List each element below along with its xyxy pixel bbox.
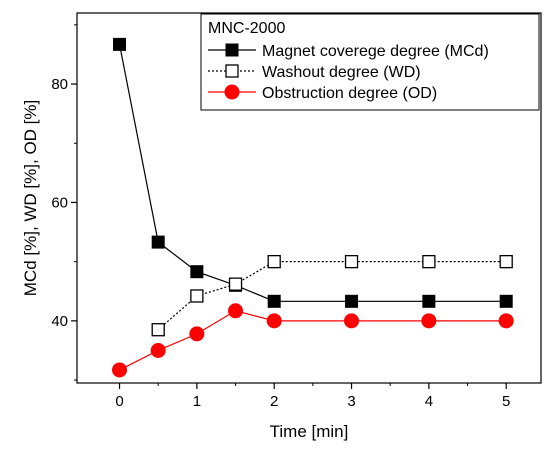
data-point <box>189 326 205 342</box>
legend-entry: Washout degree (WD) <box>208 64 421 81</box>
legend-marker <box>225 43 239 57</box>
data-point <box>113 37 127 51</box>
legend-marker <box>225 64 239 78</box>
x-axis-title: Time [min] <box>270 422 349 441</box>
data-point <box>151 323 165 337</box>
legend-marker <box>224 84 240 100</box>
legend-label: Magnet coverege degree (MCd) <box>262 43 489 60</box>
data-point <box>422 294 436 308</box>
data-point <box>499 254 513 269</box>
data-point <box>345 294 359 308</box>
y-axis: 40 60 80 <box>51 24 77 381</box>
data-point <box>228 303 244 319</box>
data-point <box>421 313 437 329</box>
x-tick-label: 2 <box>270 393 278 410</box>
x-tick-label: 1 <box>193 393 201 410</box>
y-tick-label: 40 <box>51 313 68 330</box>
data-point <box>190 289 204 303</box>
data-point <box>498 313 514 329</box>
series-2 <box>151 254 513 337</box>
x-tick-label: 3 <box>347 393 355 410</box>
y-axis-title: MCd [%], WD [%], OD [%] <box>21 100 40 296</box>
series-3 <box>112 303 514 378</box>
x-axis: 0 1 2 3 4 5 <box>115 383 510 410</box>
data-point <box>267 294 281 308</box>
plot-frame <box>76 12 542 384</box>
legend-entry: Obstruction degree (OD) <box>208 84 437 102</box>
data-point <box>228 277 243 291</box>
data-point <box>344 254 359 269</box>
legend: MNC-2000 Magnet coverege degree (MCd) Was… <box>200 13 540 111</box>
legend-label: Washout degree (WD) <box>262 64 421 81</box>
x-tick-label: 0 <box>115 393 123 410</box>
data-point <box>112 362 128 378</box>
x-tick-label: 4 <box>425 393 433 410</box>
data-point <box>422 254 436 269</box>
series-layer <box>112 37 514 378</box>
data-point <box>190 265 204 279</box>
data-point <box>150 342 166 358</box>
x-tick-label: 5 <box>502 393 510 410</box>
data-point <box>151 235 165 249</box>
data-point <box>344 313 360 329</box>
y-tick-label: 80 <box>51 76 68 93</box>
series-line <box>119 310 507 371</box>
data-point <box>266 313 282 329</box>
legend-frame <box>200 13 540 111</box>
legend-label: Obstruction degree (OD) <box>262 85 437 102</box>
legend-entry: Magnet coverege degree (MCd) <box>208 43 489 60</box>
legend-title: MNC-2000 <box>208 20 285 37</box>
y-tick-label: 60 <box>51 194 68 211</box>
series-line <box>157 261 507 331</box>
data-point <box>499 294 513 308</box>
data-point <box>267 254 281 269</box>
